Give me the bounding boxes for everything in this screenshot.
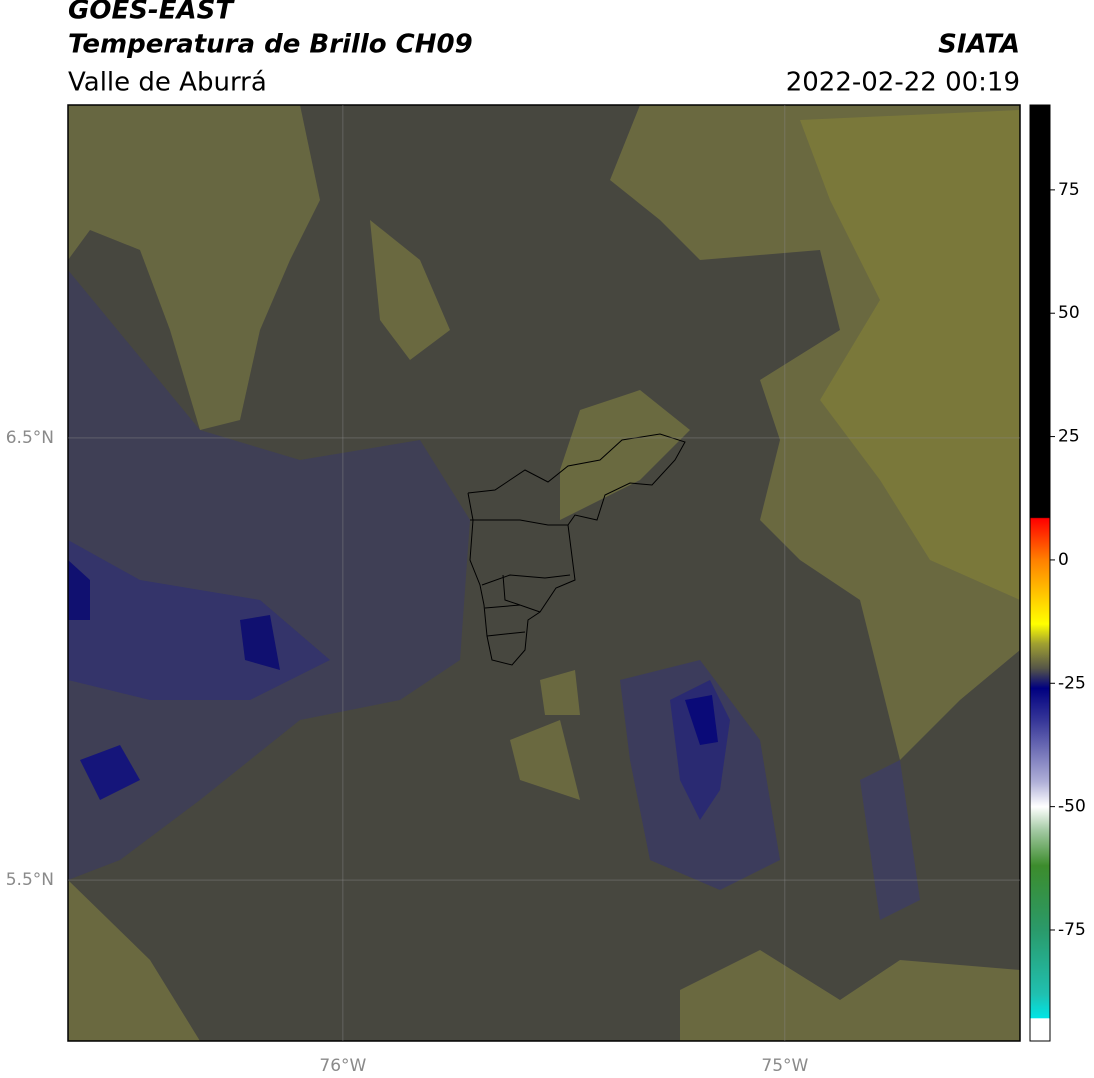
colorbar-tick-label: -50 xyxy=(1058,797,1086,817)
lon-label: 75°W xyxy=(761,1056,808,1076)
datetime: 2022-02-22 00:19 xyxy=(786,68,1020,98)
colorbar xyxy=(1029,104,1051,1042)
colorbar-tick-label: 75 xyxy=(1058,180,1080,200)
lat-label: 6.5°N xyxy=(6,428,54,448)
colorbar-tick-label: 25 xyxy=(1058,427,1080,447)
colorbar-tick-label: -25 xyxy=(1058,673,1086,693)
lat-label: 5.5°N xyxy=(6,870,54,890)
map-field xyxy=(68,105,1020,1041)
map-frame xyxy=(67,104,1021,1042)
colorbar-tick-label: 50 xyxy=(1058,303,1080,323)
title: GOES-EAST xyxy=(68,0,235,26)
boundary xyxy=(467,433,686,666)
subtitle: Temperatura de Brillo CH09 xyxy=(68,30,473,60)
boundary xyxy=(481,574,571,637)
colorbar-tick-label: 0 xyxy=(1058,550,1069,570)
agency: SIATA xyxy=(938,30,1020,60)
region: Valle de Aburrá xyxy=(68,68,267,98)
boundary xyxy=(470,519,568,526)
lon-label: 76°W xyxy=(319,1056,366,1076)
colorbar-tick-label: -75 xyxy=(1058,920,1086,940)
